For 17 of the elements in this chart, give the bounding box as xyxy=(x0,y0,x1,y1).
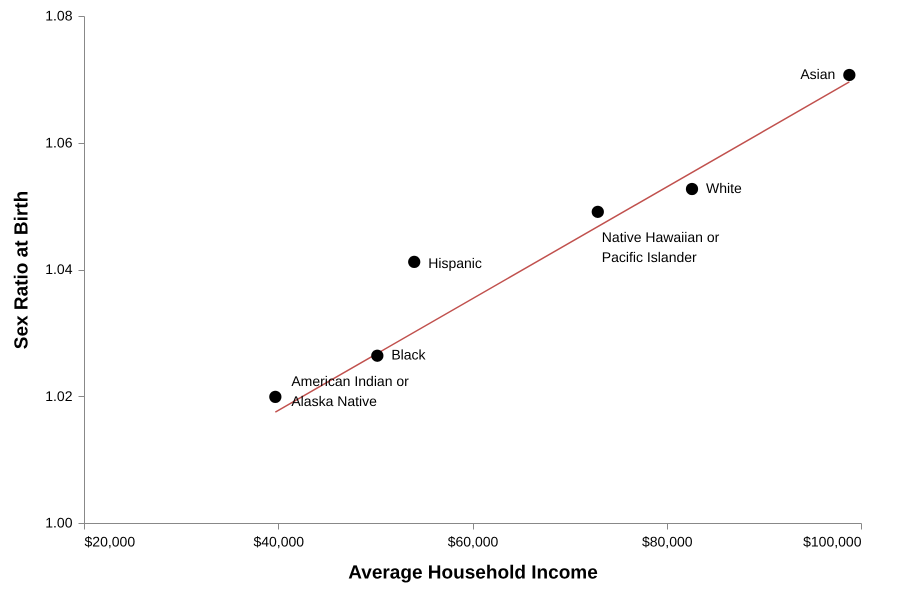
annotation: White xyxy=(706,180,742,196)
annotation: Asian xyxy=(800,66,836,82)
x-tick-label: $40,000 xyxy=(253,534,304,550)
x-tick-label: $80,000 xyxy=(642,534,693,550)
annotation: Native Hawaiian or Pacific Islander xyxy=(602,228,720,265)
annotation: Hispanic xyxy=(428,254,482,271)
y-tick-label: 1.08 xyxy=(45,8,73,24)
y-tick-label: 1.02 xyxy=(45,388,73,404)
x-tick-label: $20,000 xyxy=(84,534,136,550)
y-tick-label: 1.04 xyxy=(45,261,73,277)
y-axis-title: Sex Ratio at Birth xyxy=(11,190,32,350)
annotation: Black xyxy=(391,346,427,363)
y-tick-label: 1.00 xyxy=(45,514,73,530)
x-tick-label: $100,000 xyxy=(803,534,862,550)
y-tick-label: 1.06 xyxy=(45,134,73,150)
x-axis-title: Average Household Income xyxy=(348,562,598,584)
x-tick-label: $60,000 xyxy=(448,534,499,550)
